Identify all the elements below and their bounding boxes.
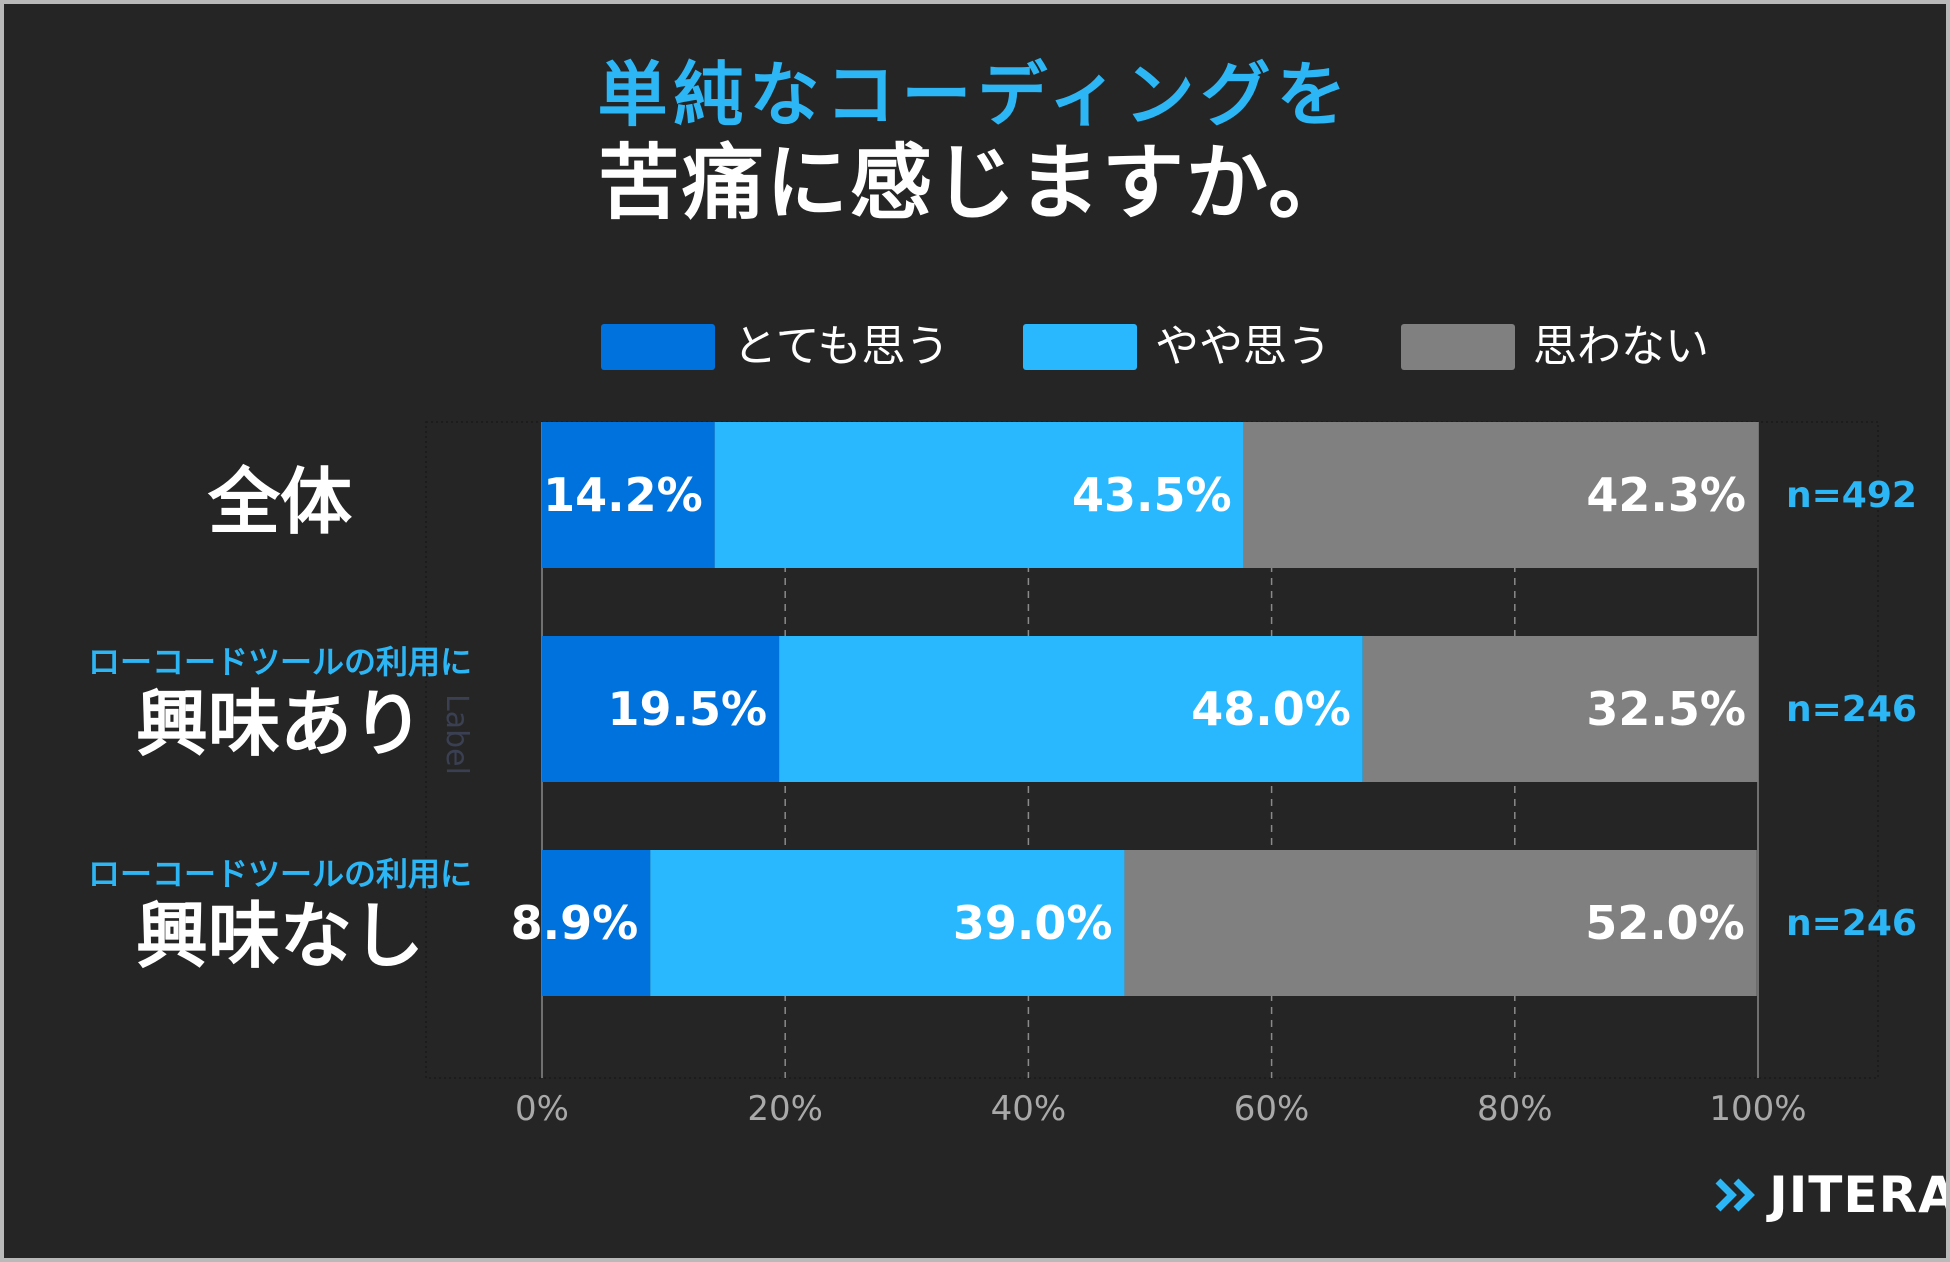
legend-label-no: 思わない [1533, 321, 1709, 372]
data-label-interested-no: 32.5% [1586, 682, 1746, 736]
bar-interested-somewhat [779, 636, 1363, 782]
x-tick-80: 80% [1477, 1089, 1553, 1129]
chart-canvas: 単純なコーディングを 苦痛に感じますか。 とても思う やや思う 思わない 14.… [4, 4, 1946, 1258]
x-tick-100: 100% [1709, 1089, 1806, 1129]
legend-item-no: 思わない [1401, 322, 1709, 372]
n-label-interested: n=246 [1786, 689, 1917, 730]
x-tick-0: 0% [515, 1089, 569, 1129]
data-label-interested-strong: 19.5% [608, 682, 768, 736]
title-line-1: 単純なコーディングを [597, 54, 1353, 136]
data-label-not-interested-no: 52.0% [1585, 896, 1745, 950]
stacked-bar-chart: 14.2% 43.5% 42.3% 19.5% 48.0% 32.5% 8.9% 39.0% 5… [425, 421, 1879, 1129]
data-label-overall-strong: 14.2% [543, 468, 703, 522]
bar-interested-no [1362, 636, 1758, 782]
n-label-not-interested: n=246 [1786, 903, 1917, 944]
brand-name: JITERA [1769, 1165, 1946, 1224]
bar-not-interested-no [1124, 850, 1757, 996]
row-label-overall: 全体 [207, 460, 352, 544]
legend-item-somewhat: やや思う [1023, 322, 1331, 372]
bar-interested-strong [542, 636, 780, 782]
legend-label-strong: とても思う [733, 321, 950, 372]
legend-swatch-no [1401, 324, 1515, 370]
row-label-interested: 興味あり [135, 682, 424, 766]
data-label-interested-somewhat: 48.0% [1191, 682, 1351, 736]
bar-overall-strong [542, 422, 715, 568]
double-chevron-icon [1715, 1178, 1755, 1211]
x-tick-40: 40% [991, 1089, 1067, 1129]
data-label-not-interested-strong: 8.9% [511, 896, 639, 950]
bar-not-interested-somewhat [650, 850, 1125, 996]
legend-swatch-strong [601, 324, 715, 370]
data-label-overall-somewhat: 43.5% [1072, 468, 1232, 522]
brand-logo: JITERA [1714, 1164, 1946, 1224]
title-line-2: 苦痛に感じますか。 [597, 136, 1353, 231]
legend-label-somewhat: やや思う [1155, 321, 1331, 372]
bar-not-interested-strong [542, 850, 651, 996]
hidden-axis-label: Label [439, 694, 474, 775]
n-label-overall: n=492 [1786, 475, 1917, 516]
x-tick-60: 60% [1234, 1089, 1310, 1129]
x-tick-20: 20% [747, 1089, 823, 1129]
data-label-not-interested-somewhat: 39.0% [953, 896, 1113, 950]
legend-swatch-somewhat [1023, 324, 1137, 370]
row-sub-label-interested: ローコードツールの利用に [87, 643, 472, 681]
row-sub-label-not-interested: ローコードツールの利用に [87, 855, 472, 893]
data-label-overall-no: 42.3% [1586, 468, 1746, 522]
legend-item-strong: とても思う [601, 322, 949, 372]
bar-overall-somewhat [714, 422, 1244, 568]
row-label-not-interested: 興味なし [135, 894, 424, 978]
bar-overall-no [1243, 422, 1758, 568]
